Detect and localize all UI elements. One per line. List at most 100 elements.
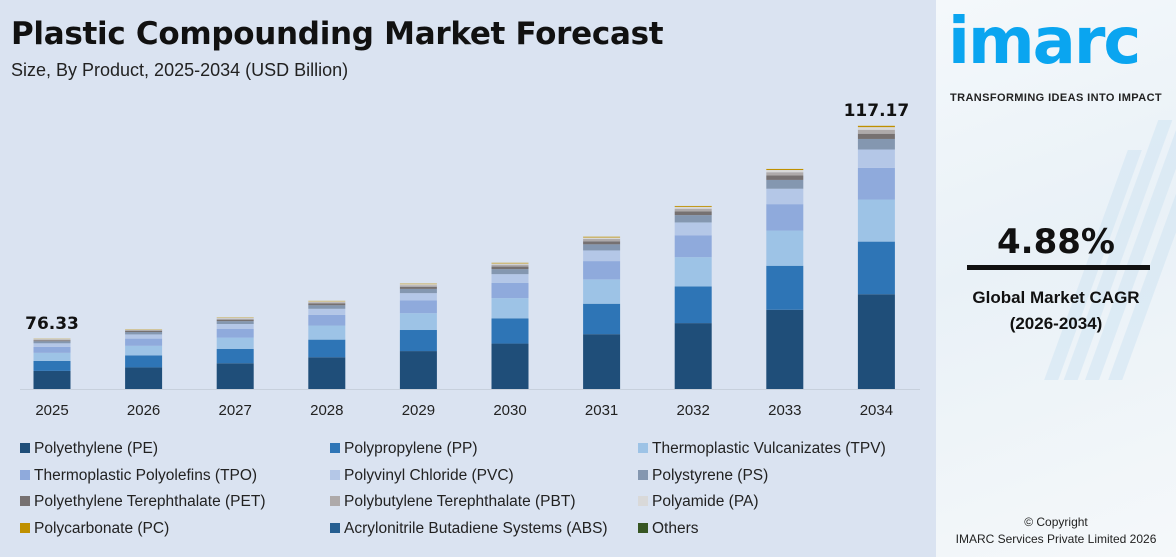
- bar-segment: [399, 285, 437, 287]
- legend-item: Polyethylene Terephthalate (PET): [20, 493, 266, 511]
- bar-segment: [216, 321, 254, 324]
- bar-segment: [216, 319, 254, 322]
- bar-segment: [766, 265, 804, 310]
- legend-label: Thermoplastic Polyolefins (TPO): [34, 466, 258, 484]
- bar-segment: [308, 339, 346, 358]
- bar-segment: [583, 303, 621, 335]
- bar-segment: [857, 294, 895, 389]
- bar-segment: [399, 293, 437, 301]
- bar-segment: [125, 367, 163, 389]
- bar-segment: [33, 340, 71, 342]
- copyright-line: © Copyright: [1024, 515, 1088, 529]
- bar-segment: [125, 334, 163, 339]
- legend-swatch: [330, 469, 340, 480]
- bar-segment: [857, 199, 895, 242]
- bar-segment: [216, 318, 254, 320]
- cagr-value: 4.88%: [997, 222, 1115, 262]
- bar-segment: [308, 314, 346, 326]
- bar-segment: [766, 204, 804, 231]
- bar-segment: [766, 309, 804, 389]
- x-tick-label: 2026: [127, 402, 160, 419]
- bar-segment: [857, 125, 895, 128]
- x-tick-label: 2033: [768, 402, 801, 419]
- bar-segment: [857, 167, 895, 200]
- bar-segment: [308, 357, 346, 389]
- bar-segment: [583, 250, 621, 262]
- x-tick-label: 2029: [402, 402, 435, 419]
- copyright-owner: IMARC Services Private Limited 2026: [955, 532, 1157, 546]
- legend-item: Thermoplastic Vulcanizates (TPV): [638, 440, 886, 458]
- bar-segment: [33, 352, 71, 361]
- bar-segment: [399, 300, 437, 314]
- legend-label: Acrylonitrile Butadiene Systems (ABS): [344, 519, 608, 537]
- copyright: © Copyright IMARC Services Private Limit…: [936, 514, 1176, 548]
- bar-segment: [491, 318, 529, 344]
- bar-segment: [857, 133, 895, 139]
- bar-segment: [674, 257, 712, 287]
- bar-segment: [857, 129, 895, 134]
- legend-label: Polybutylene Terephthalate (PBT): [344, 493, 576, 510]
- legend-item: Polyamide (PA): [638, 493, 759, 511]
- legend-item: Polyethylene (PE): [20, 440, 158, 458]
- bar-segment: [33, 343, 71, 347]
- bar-segment: [857, 127, 895, 130]
- bar-segment: [491, 298, 529, 319]
- bar-segment: [491, 264, 529, 267]
- bar-segment: [583, 241, 621, 245]
- bar-segment: [491, 266, 529, 270]
- bar-segment: [674, 222, 712, 236]
- bar-segment: [857, 138, 895, 150]
- x-tick-label: 2034: [860, 402, 893, 419]
- cagr-label-text: Global Market CAGR: [972, 288, 1140, 307]
- data-label: 117.17: [844, 101, 910, 121]
- bar-segment: [674, 323, 712, 389]
- bar-segment: [583, 244, 621, 251]
- bar-segment: [33, 339, 71, 341]
- bar-segment: [33, 346, 71, 353]
- legend-label: Polyethylene (PE): [34, 440, 159, 457]
- bar-segment: [583, 261, 621, 280]
- bar-segment: [766, 175, 804, 180]
- bar-segment: [399, 330, 437, 352]
- bar-segment: [33, 341, 71, 344]
- legend-item: Acrylonitrile Butadiene Systems (ABS): [330, 520, 608, 538]
- cagr-label: Global Market CAGR (2026-2034): [936, 285, 1176, 337]
- bar-segment: [33, 339, 71, 340]
- bar-segment: [491, 262, 529, 264]
- bar-segment: [583, 236, 621, 238]
- bar-segment: [125, 355, 163, 368]
- bar-segment: [583, 279, 621, 304]
- bar-segment: [125, 345, 163, 356]
- legend-swatch: [638, 496, 648, 506]
- bar-segment: [308, 301, 346, 303]
- legend-item: Thermoplastic Polyolefins (TPO): [20, 467, 257, 485]
- bar-segment: [766, 179, 804, 189]
- imarc-logo: imarc: [948, 5, 1141, 79]
- bar-segment: [766, 172, 804, 176]
- bar-segment: [216, 363, 254, 389]
- bar-segment: [33, 360, 71, 371]
- bar-segment: [308, 308, 346, 315]
- chart-panel: Plastic Compounding Market Forecast Size…: [11, 16, 920, 538]
- bar-segment: [399, 284, 437, 286]
- bar-segment: [399, 288, 437, 294]
- chart-title: Plastic Compounding Market Forecast: [11, 16, 664, 52]
- legend-item: Polybutylene Terephthalate (PBT): [330, 493, 576, 511]
- legend-swatch: [20, 522, 30, 533]
- bar-segment: [766, 230, 804, 266]
- bar-segment: [308, 303, 346, 306]
- legend-swatch: [638, 443, 648, 453]
- legend-label: Polypropylene (PP): [344, 440, 478, 457]
- x-tick-label: 2030: [493, 402, 526, 419]
- bar-segment: [674, 208, 712, 212]
- cagr-divider: [967, 265, 1150, 270]
- legend-item: Polycarbonate (PC): [20, 520, 169, 538]
- legend-item: Polystyrene (PS): [638, 467, 768, 485]
- bar-segment: [583, 237, 621, 240]
- x-tick-label: 2025: [35, 402, 68, 419]
- bar-segment: [491, 282, 529, 299]
- legend-swatch: [20, 469, 30, 480]
- bar-segment: [125, 338, 163, 346]
- x-tick-label: 2032: [677, 402, 710, 419]
- bar-segment: [125, 332, 163, 335]
